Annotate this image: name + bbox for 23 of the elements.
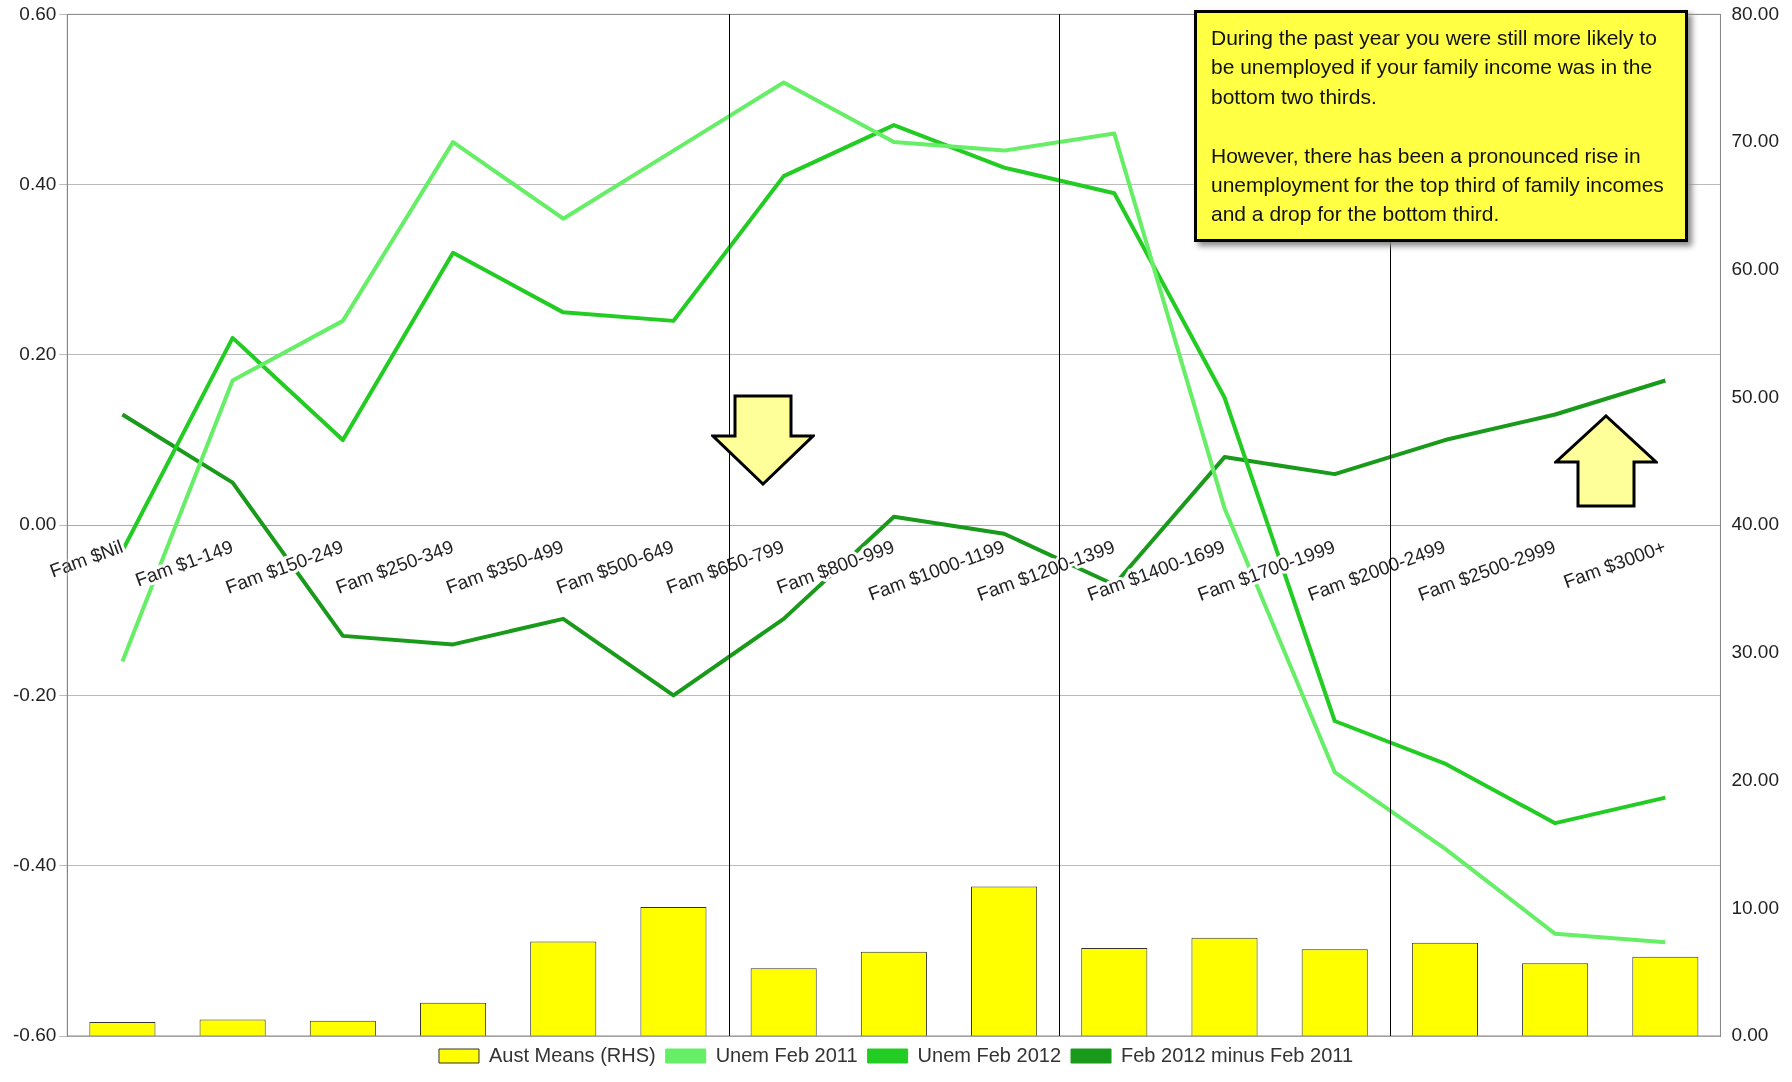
legend-label: Feb 2012 minus Feb 2011: [1121, 1043, 1354, 1066]
y-tick-label: 0.40: [19, 172, 57, 194]
y2-tick-label: 0.00: [1731, 1024, 1769, 1046]
y2-tick-label: 40.00: [1731, 513, 1779, 535]
y2-tick-label: 80.00: [1731, 2, 1779, 24]
legend-label: Unem Feb 2011: [715, 1043, 858, 1066]
x-tick-label: Fam $3000+: [1560, 535, 1669, 593]
y-tick-label: -0.60: [12, 1024, 57, 1046]
y-tick-label: -0.20: [12, 683, 57, 705]
y-tick-label: 0.00: [19, 513, 57, 535]
x-tick-label: Fam $Nil: [46, 535, 126, 582]
legend-label: Aust Means (RHS): [488, 1043, 656, 1066]
y-tick-label: 0.60: [19, 2, 57, 24]
text: During the past year you were still more likely to be unemployed if your family income was in the bottom two thirds. However, there has been a pronounced rise in unemployment for the top third of family incomes and a drop for the bottom third.: [1211, 26, 1664, 226]
y2-tick-label: 10.00: [1731, 896, 1779, 918]
y2-tick-label: 70.00: [1731, 130, 1779, 152]
y2-tick-label: 60.00: [1731, 258, 1779, 280]
y-tick-label: 0.20: [19, 343, 57, 365]
y2-tick-label: 30.00: [1731, 641, 1779, 663]
y2-tick-label: 50.00: [1731, 385, 1779, 407]
legend-label: Unem Feb 2012: [917, 1043, 1062, 1066]
y-tick-label: -0.40: [12, 853, 57, 875]
y2-tick-label: 20.00: [1731, 768, 1779, 790]
